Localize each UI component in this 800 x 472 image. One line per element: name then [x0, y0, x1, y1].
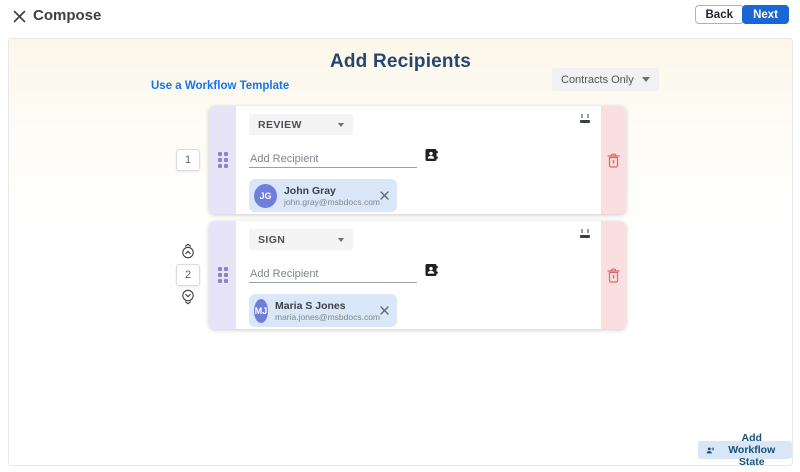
collapse-icon[interactable] [580, 114, 590, 123]
drag-handle-icon [217, 152, 228, 168]
drag-handle[interactable] [209, 221, 236, 329]
chevron-down-icon [338, 237, 344, 242]
page-title: Compose [33, 7, 102, 24]
contracts-filter-value: Contracts Only [561, 73, 634, 86]
delete-step-button[interactable] [601, 106, 626, 214]
recipient-name: John Gray [283, 184, 336, 197]
workflow-step-1: REVIEW JG [209, 106, 626, 214]
recipient-chip: MJ Maria S Jones maria.jones@msbdocs.com [249, 294, 397, 327]
add-workflow-state-label: Add Workflow State [728, 432, 776, 468]
recipient-input-row [249, 148, 601, 168]
move-step-up-button[interactable] [180, 243, 196, 259]
use-workflow-template-link[interactable]: Use a Workflow Template [151, 80, 290, 92]
collapse-icon[interactable] [580, 229, 590, 238]
drag-handle-icon [217, 267, 228, 283]
add-recipient-input[interactable] [249, 266, 417, 283]
move-step-down-button[interactable] [180, 289, 196, 305]
close-icon[interactable] [11, 8, 27, 24]
avatar: JG [254, 183, 277, 208]
step-content: REVIEW JG [236, 106, 601, 214]
contacts-book-icon[interactable] [425, 263, 438, 282]
step-role-value: SIGN [258, 233, 286, 246]
next-button[interactable]: Next [742, 5, 789, 24]
avatar: MJ [254, 298, 268, 323]
add-workflow-state-button[interactable]: Add Workflow State [698, 432, 792, 468]
back-button[interactable]: Back [694, 5, 744, 24]
trash-icon [607, 153, 620, 168]
recipient-email: maria.jones@msbdocs.com [275, 311, 380, 322]
contracts-filter-dropdown[interactable]: Contracts Only [552, 68, 659, 91]
move-down-icon [182, 289, 194, 305]
step-number-1: 1 [176, 149, 200, 171]
person-add-icon [706, 446, 715, 453]
step-role-dropdown[interactable]: SIGN [249, 229, 353, 250]
move-up-icon [182, 243, 194, 259]
trash-icon [607, 268, 620, 283]
chevron-down-icon [338, 122, 344, 127]
top-bar: Compose Back Next [0, 0, 800, 32]
recipient-email: john.gray@msbdocs.com [283, 196, 380, 207]
step-content: SIGN MJ [236, 221, 601, 329]
recipient-chip: JG John Gray john.gray@msbdocs.com [249, 179, 397, 212]
remove-recipient-icon[interactable] [380, 306, 389, 315]
recipient-input-row [249, 263, 601, 283]
step-role-value: REVIEW [258, 118, 302, 131]
delete-step-button[interactable] [601, 221, 626, 329]
chevron-down-icon [642, 77, 650, 82]
step-role-dropdown[interactable]: REVIEW [249, 114, 353, 135]
compose-panel: Add Recipients Use a Workflow Template C… [8, 38, 793, 468]
workflow-step-2: SIGN MJ [209, 221, 626, 329]
section-title: Add Recipients [329, 51, 472, 72]
contacts-book-icon[interactable] [425, 148, 438, 167]
drag-handle[interactable] [209, 106, 236, 214]
recipient-name: Maria S Jones [275, 299, 346, 312]
add-recipient-input[interactable] [249, 151, 417, 168]
step-number-2: 2 [176, 264, 200, 286]
remove-recipient-icon[interactable] [380, 191, 389, 200]
